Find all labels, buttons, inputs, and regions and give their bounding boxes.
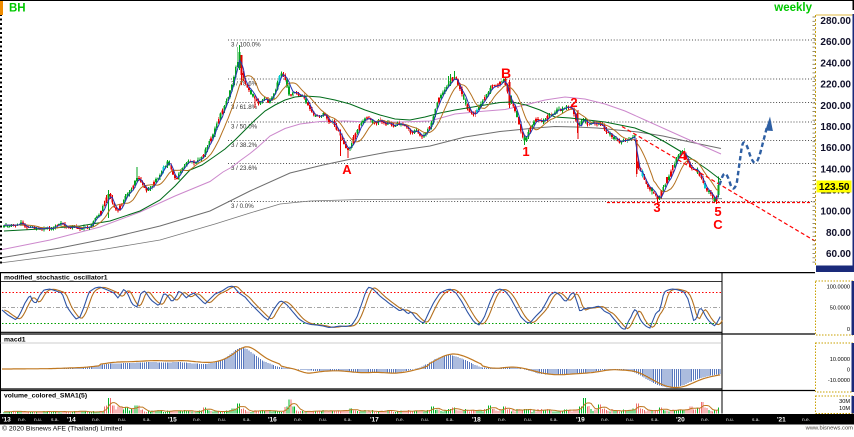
svg-text:60.00: 60.00	[826, 249, 851, 260]
svg-text:140.00: 140.00	[820, 164, 851, 175]
svg-text:s.a.: s.a.	[446, 418, 454, 423]
svg-text:4: 4	[679, 148, 687, 163]
svg-text:n.u.: n.u.	[319, 418, 327, 423]
svg-text:240.00: 240.00	[820, 58, 851, 69]
svg-text:n.e.: n.e.	[601, 418, 609, 423]
svg-text:s.a.: s.a.	[243, 418, 251, 423]
svg-text:© 2020 Bisnews AFE (Thailand): © 2020 Bisnews AFE (Thailand) Limited	[2, 425, 122, 433]
svg-text:n.u.: n.u.	[218, 418, 226, 423]
svg-text:BH: BH	[9, 3, 26, 15]
svg-text:0: 0	[847, 327, 850, 333]
svg-text:10.0000: 10.0000	[830, 357, 850, 363]
svg-text:160.00: 160.00	[820, 143, 851, 154]
svg-text:n.e.: n.e.	[294, 418, 302, 423]
svg-text:30M: 30M	[839, 399, 850, 405]
svg-text:n.e.: n.e.	[498, 418, 506, 423]
svg-text:'18: '18	[472, 417, 481, 424]
svg-text:n.u.: n.u.	[421, 418, 429, 423]
svg-text:modified_stochastic_oscillator: modified_stochastic_oscillator1	[4, 275, 108, 282]
svg-text:'21: '21	[777, 417, 786, 424]
svg-text:n.e.: n.e.	[92, 418, 100, 423]
svg-text:3 / 100.0%: 3 / 100.0%	[231, 42, 261, 49]
svg-text:3 / 23.6%: 3 / 23.6%	[231, 165, 258, 172]
svg-text:0: 0	[847, 368, 850, 374]
svg-text:n.e.: n.e.	[701, 418, 709, 423]
svg-text:n.u.: n.u.	[726, 418, 734, 423]
svg-text:3: 3	[653, 200, 660, 215]
svg-text:1: 1	[522, 144, 529, 159]
svg-text:A: A	[342, 162, 352, 177]
svg-text:weekly: weekly	[773, 2, 812, 14]
svg-text:C: C	[713, 217, 723, 232]
svg-text:260.00: 260.00	[820, 37, 851, 48]
svg-text:'13: '13	[2, 417, 11, 424]
svg-text:50.0000: 50.0000	[830, 306, 850, 312]
svg-text:100.00: 100.00	[820, 207, 851, 218]
svg-text:'15: '15	[168, 417, 177, 424]
svg-text:10M: 10M	[839, 406, 850, 412]
svg-text:220.00: 220.00	[820, 80, 851, 91]
svg-text:n.u.: n.u.	[626, 418, 634, 423]
svg-text:s.a.: s.a.	[550, 418, 558, 423]
svg-text:'17: '17	[370, 417, 379, 424]
svg-text:100.0000: 100.0000	[827, 285, 850, 291]
svg-text:s.a.: s.a.	[143, 418, 151, 423]
svg-text:n.u.: n.u.	[34, 418, 42, 423]
svg-text:180.00: 180.00	[820, 122, 851, 133]
svg-text:n.e.: n.e.	[802, 418, 810, 423]
svg-text:n.e.: n.e.	[18, 418, 26, 423]
svg-text:s.a.: s.a.	[344, 418, 352, 423]
svg-text:2: 2	[570, 95, 577, 110]
svg-text:www.bisnews.com: www.bisnews.com	[805, 426, 854, 432]
svg-text:n.u.: n.u.	[524, 418, 532, 423]
svg-text:s.a.: s.a.	[51, 418, 59, 423]
svg-text:volume_colored_SMA1(5): volume_colored_SMA1(5)	[4, 393, 87, 400]
svg-text:200.00: 200.00	[820, 101, 851, 112]
svg-text:s.a.: s.a.	[651, 418, 659, 423]
svg-text:'20: '20	[676, 417, 685, 424]
svg-text:'16: '16	[268, 417, 277, 424]
svg-text:n.u.: n.u.	[118, 418, 126, 423]
svg-text:'14: '14	[67, 417, 76, 424]
svg-text:123.50: 123.50	[819, 182, 850, 193]
svg-text:3 / 50.0%: 3 / 50.0%	[231, 124, 258, 131]
svg-text:280.00: 280.00	[820, 16, 851, 27]
svg-text:3 / 0.0%: 3 / 0.0%	[231, 203, 254, 210]
svg-text:-10.0000: -10.0000	[828, 378, 850, 384]
svg-text:3 / 38.2%: 3 / 38.2%	[231, 142, 258, 149]
svg-text:80.00: 80.00	[826, 228, 851, 239]
svg-text:n.e.: n.e.	[396, 418, 404, 423]
svg-text:n.e.: n.e.	[193, 418, 201, 423]
svg-text:'19: '19	[576, 417, 585, 424]
svg-text:macd1: macd1	[4, 337, 26, 344]
svg-text:B: B	[501, 65, 511, 81]
svg-text:3 / 61.8%: 3 / 61.8%	[231, 104, 258, 111]
svg-text:s.a.: s.a.	[752, 418, 760, 423]
